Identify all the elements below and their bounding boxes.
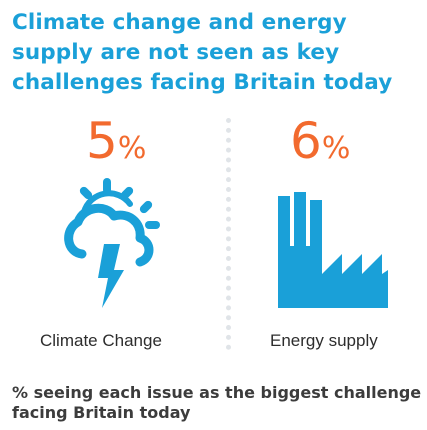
energy-supply-value: 6 — [290, 112, 322, 170]
page-title: Climate change and energy supply are not… — [12, 10, 393, 95]
energy-supply-unit: % — [321, 131, 351, 166]
energy-supply-stat: 6% — [290, 112, 350, 178]
energy-supply-label: Energy supply — [270, 331, 378, 350]
climate-change-label: Climate Change — [40, 331, 162, 350]
storm-cloud-icon — [64, 178, 160, 308]
factory-icon — [278, 192, 388, 308]
dotted-divider — [226, 118, 231, 350]
climate-change-stat: 5% — [86, 112, 146, 178]
climate-change-value: 5 — [86, 112, 118, 170]
climate-change-unit: % — [117, 131, 147, 166]
footnote: % seeing each issue as the biggest chall… — [12, 383, 422, 422]
